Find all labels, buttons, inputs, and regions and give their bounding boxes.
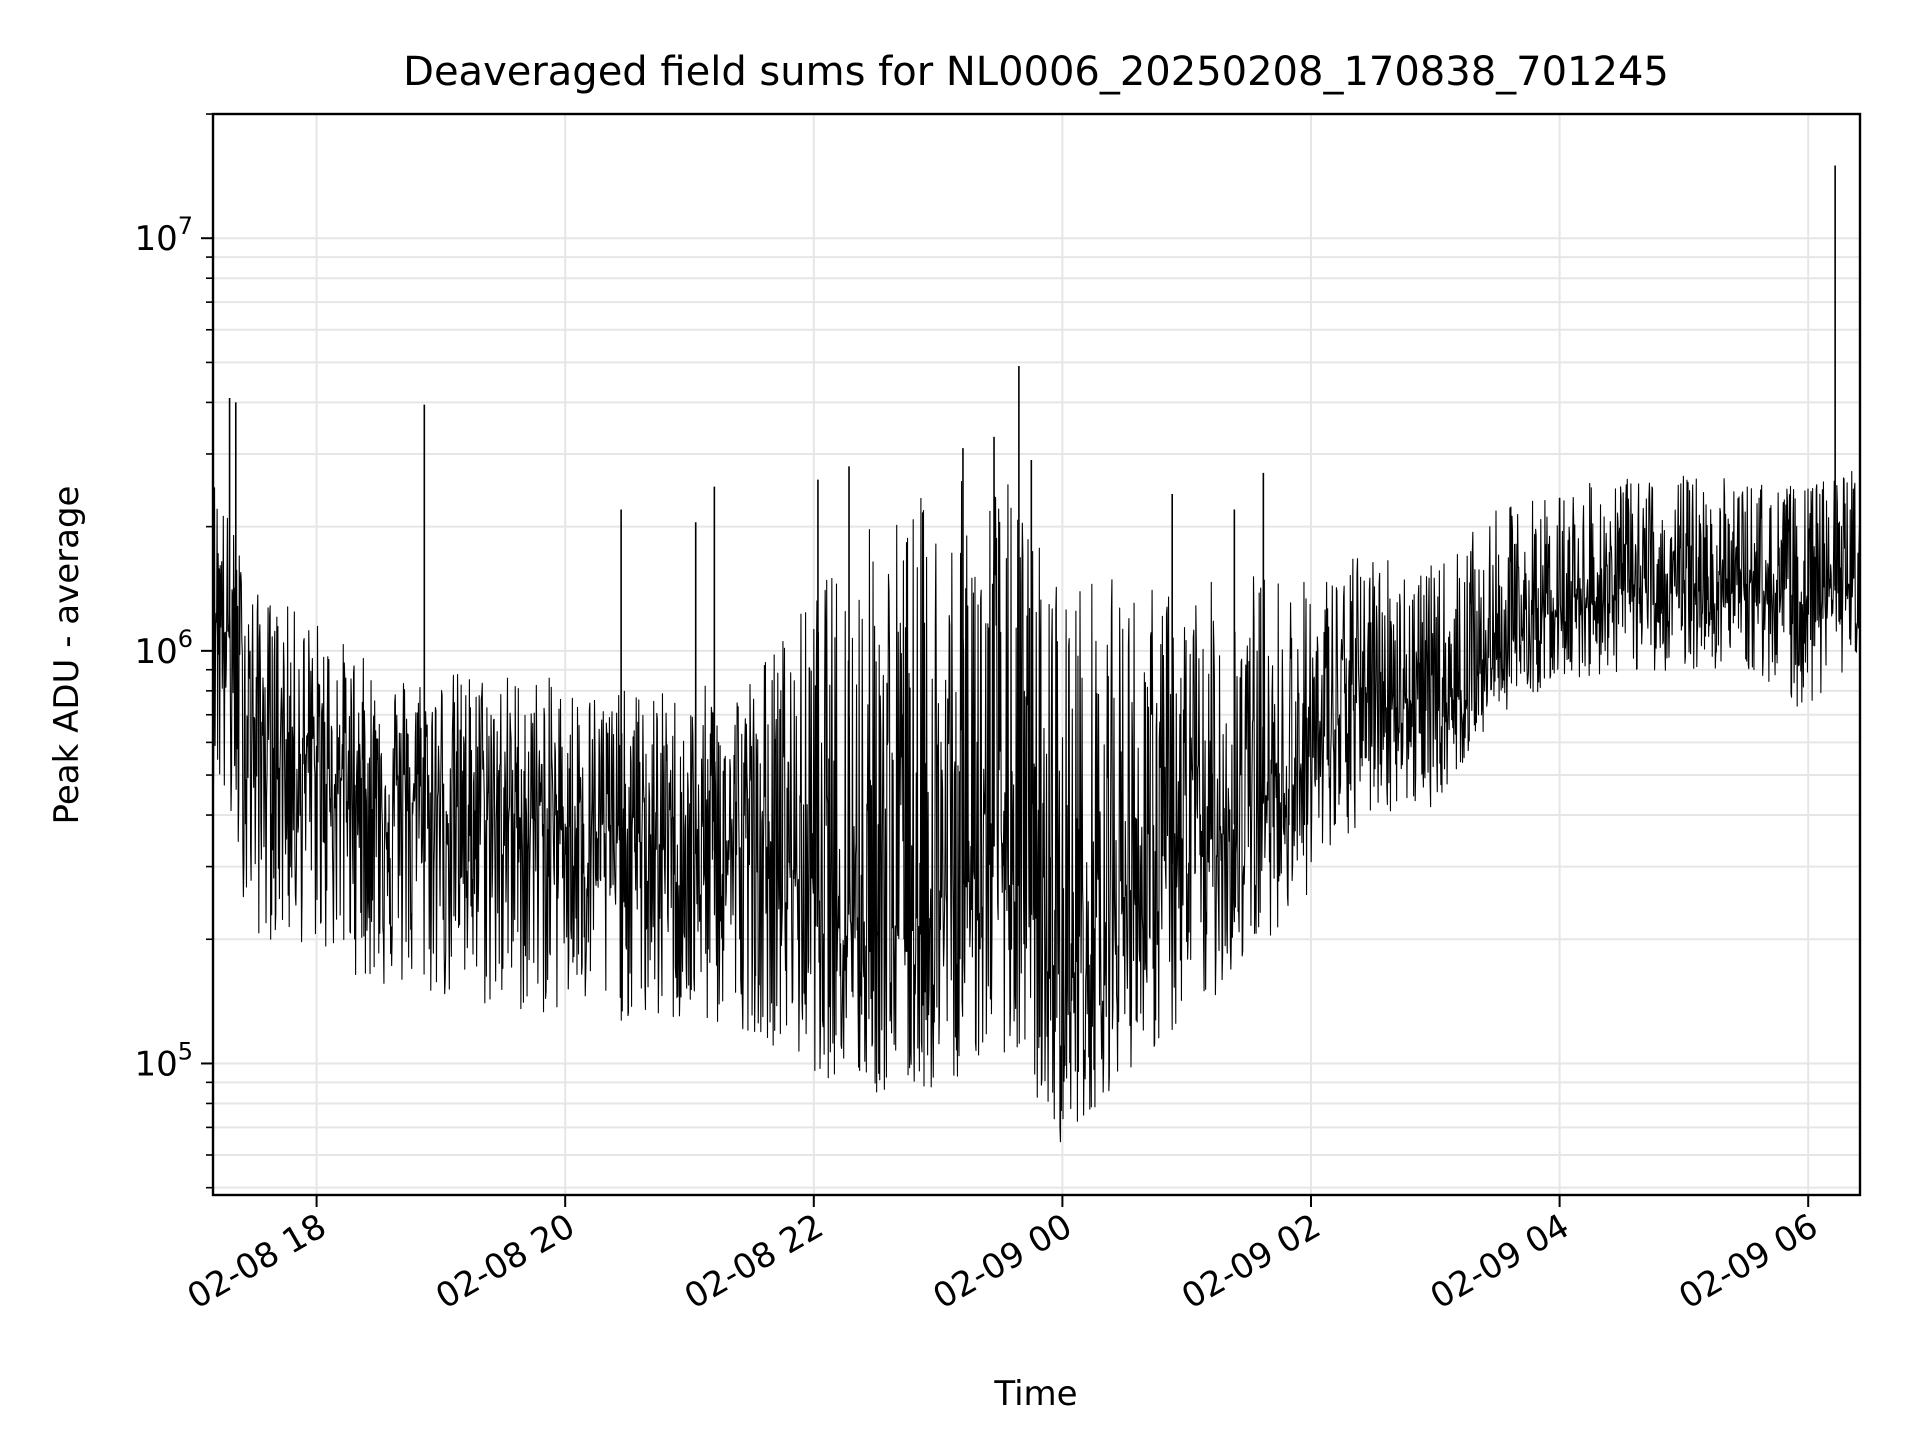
y-tick-label: 105	[134, 1037, 193, 1084]
x-axis-label: Time	[993, 1374, 1077, 1414]
series-line	[212, 471, 1861, 1143]
y-tick-label: 107	[134, 212, 193, 259]
plot-area	[212, 165, 1861, 1143]
y-tick-label: 106	[134, 625, 193, 672]
chart-title: Deaveraged field sums for NL0006_2025020…	[403, 49, 1669, 95]
axes-frame	[211, 112, 1862, 1197]
y-axis-label: Peak ADU - average	[47, 486, 87, 825]
